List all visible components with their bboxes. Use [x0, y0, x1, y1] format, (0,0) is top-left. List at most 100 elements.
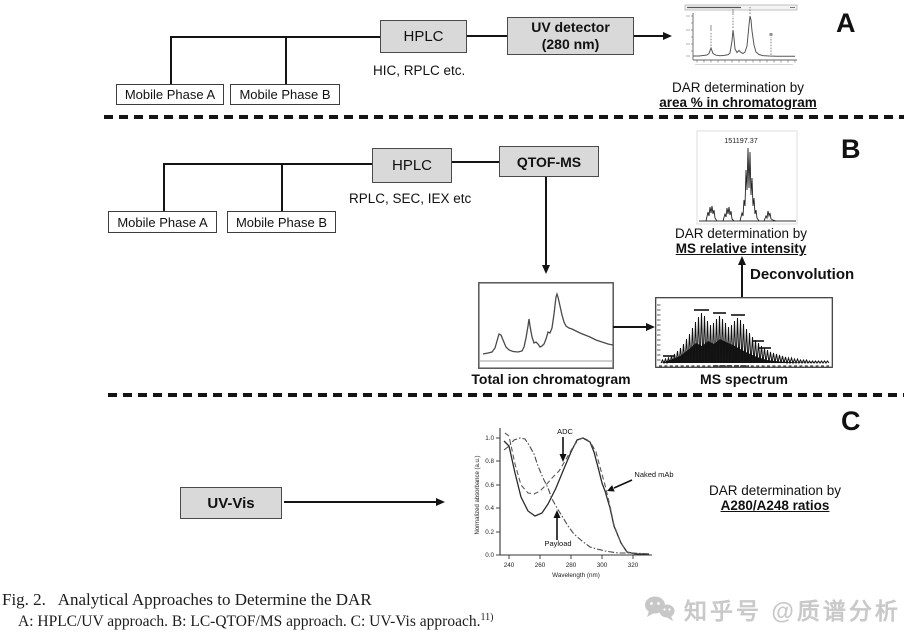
payload-arrow — [553, 510, 561, 518]
mobile-phase-a-box-a: Mobile Phase A — [116, 84, 224, 105]
figure-caption-sub: A: HPLC/UV approach. B: LC-QTOF/MS appro… — [18, 612, 493, 631]
result-a-line1: DAR determination by — [671, 80, 805, 95]
uvvis-spectra-plot: 0.0 0.2 0.4 0.6 0.8 1.0 240 260 280 300 … — [475, 427, 674, 579]
result-c-line2: A280/A248 ratios — [720, 498, 830, 514]
separator-b-c — [108, 393, 904, 397]
deconvolution-label: Deconvolution — [750, 266, 855, 283]
svg-text:1.0: 1.0 — [485, 435, 494, 442]
connector-hplc-uv — [467, 35, 507, 37]
mobile-phase-a-label-b: Mobile Phase A — [117, 214, 208, 230]
connector-tic-ms — [613, 326, 647, 328]
adc-arrow — [559, 454, 567, 462]
ms-spikes — [660, 312, 830, 365]
adc-curve — [504, 432, 637, 555]
watermark: 知乎号 @质谱分析 — [642, 592, 901, 626]
tiny-tick-labels — [686, 15, 793, 65]
hplc-box-a: HPLC — [380, 20, 467, 53]
mass-value-label: 151197.37 — [724, 136, 757, 145]
connector-hplc-qtof — [452, 161, 499, 163]
connector-mpa-b — [163, 163, 165, 211]
uv-detector-label: UV detector — [531, 18, 610, 35]
result-c-line1: DAR determination by — [708, 483, 842, 498]
mobile-phase-a-label: Mobile Phase A — [124, 87, 216, 102]
uv-detector-box: UV detector (280 nm) — [507, 17, 634, 55]
tic-trace — [482, 291, 614, 355]
svg-text:320: 320 — [628, 562, 639, 569]
naked-mab-curve — [503, 437, 649, 555]
watermark-text: 知乎号 @质谱分析 — [684, 598, 901, 624]
svg-text:240: 240 — [504, 562, 515, 569]
uvvis-ytick-labels: 0.0 0.2 0.4 0.6 0.8 1.0 — [485, 435, 494, 559]
hplc-label-a: HPLC — [403, 28, 444, 45]
mobile-phase-b-box-b: Mobile Phase B — [227, 211, 336, 233]
arrowhead-to-tic — [541, 265, 550, 274]
figure-caption-sub-text: A: HPLC/UV approach. B: LC-QTOF/MS appro… — [18, 613, 481, 631]
deconv-peaks — [705, 147, 777, 222]
total-ion-chromatogram-plot — [478, 282, 614, 369]
mobile-phase-b-box-a: Mobile Phase B — [230, 84, 340, 105]
figure-caption-title: Fig. 2. Analytical Approaches to Determi… — [2, 590, 372, 609]
mobile-phase-b-label-b: Mobile Phase B — [235, 214, 328, 230]
payload-curve — [503, 437, 650, 555]
uv-vis-label: UV-Vis — [207, 494, 255, 512]
payload-annotation: Payload — [544, 539, 571, 548]
arrowhead-deconvolution-up — [737, 256, 746, 265]
arrowhead-to-ms — [646, 322, 655, 331]
connector-trunk-b — [163, 163, 372, 165]
connector-mpa-a — [170, 36, 172, 84]
section-letter-c: C — [841, 406, 861, 436]
reference-superscript: 11) — [480, 612, 494, 623]
ms-caption: MS spectrum — [700, 371, 788, 387]
uvvis-xtick-labels: 240 260 280 300 320 — [504, 562, 639, 569]
result-a-line2: area % in chromatogram — [659, 95, 817, 111]
connector-uv-chromatogram — [634, 35, 664, 37]
peak-markers — [710, 7, 772, 55]
hplc-box-b: HPLC — [372, 148, 452, 183]
axis-ticks — [691, 15, 796, 63]
note-a: HIC, RPLC etc. — [373, 63, 466, 78]
uv-detector-wavelength: (280 nm) — [541, 36, 600, 52]
connector-deconvolution — [741, 264, 743, 297]
peak-label-smudges — [710, 9, 773, 36]
svg-text:0.8: 0.8 — [485, 458, 494, 465]
ms-axis-ticks — [657, 304, 661, 361]
connector-trunk-a — [170, 36, 380, 38]
uvvis-xlabel: Wavelength (nm) — [552, 572, 600, 579]
result-a: DAR determination by area % in chromatog… — [658, 80, 818, 110]
connector-mpb-a — [285, 36, 287, 84]
qtof-ms-label: QTOF-MS — [516, 153, 582, 170]
svg-text:0.4: 0.4 — [485, 505, 494, 512]
section-letter-a: A — [836, 8, 856, 38]
note-b: RPLC, SEC, IEX etc — [349, 191, 472, 206]
adc-annotation: ADC — [557, 427, 573, 436]
deconvoluted-spectrum-plot: 151197.37 — [696, 130, 798, 225]
result-b-line2: MS relative intensity — [675, 241, 807, 257]
arrowhead-to-uvvis-plot — [436, 497, 445, 506]
section-letter-b: B — [841, 134, 861, 164]
connector-mpb-b — [281, 163, 283, 211]
svg-text:260: 260 — [535, 562, 546, 569]
wechat-icon — [645, 596, 675, 621]
uv-chromatogram-plot — [684, 4, 798, 65]
result-c: DAR determination by A280/A248 ratios — [695, 483, 855, 513]
uvvis-ticks — [496, 437, 634, 559]
connector-uvvis-plot — [284, 501, 437, 503]
svg-text:0.2: 0.2 — [485, 529, 494, 536]
mobile-phase-b-label: Mobile Phase B — [239, 87, 331, 102]
svg-text:300: 300 — [597, 562, 608, 569]
result-b-line1: DAR determination by — [674, 226, 808, 241]
svg-text:0.0: 0.0 — [485, 552, 494, 559]
result-b: DAR determination by MS relative intensi… — [661, 226, 821, 256]
svg-text:0.6: 0.6 — [485, 482, 494, 489]
arrowhead-to-chromatogram — [663, 31, 672, 40]
mobile-phase-a-box-b: Mobile Phase A — [108, 211, 217, 233]
naked-mab-arrow — [607, 485, 615, 492]
ms-spectrum-plot — [655, 297, 833, 368]
separator-a-b — [104, 115, 904, 119]
svg-text:280: 280 — [566, 562, 577, 569]
connector-qtof-tic — [545, 177, 547, 266]
hplc-label-b: HPLC — [391, 157, 432, 174]
cluster-bars — [663, 309, 771, 357]
uvvis-ylabel: Normalized absorbance (a.u.) — [475, 455, 481, 534]
